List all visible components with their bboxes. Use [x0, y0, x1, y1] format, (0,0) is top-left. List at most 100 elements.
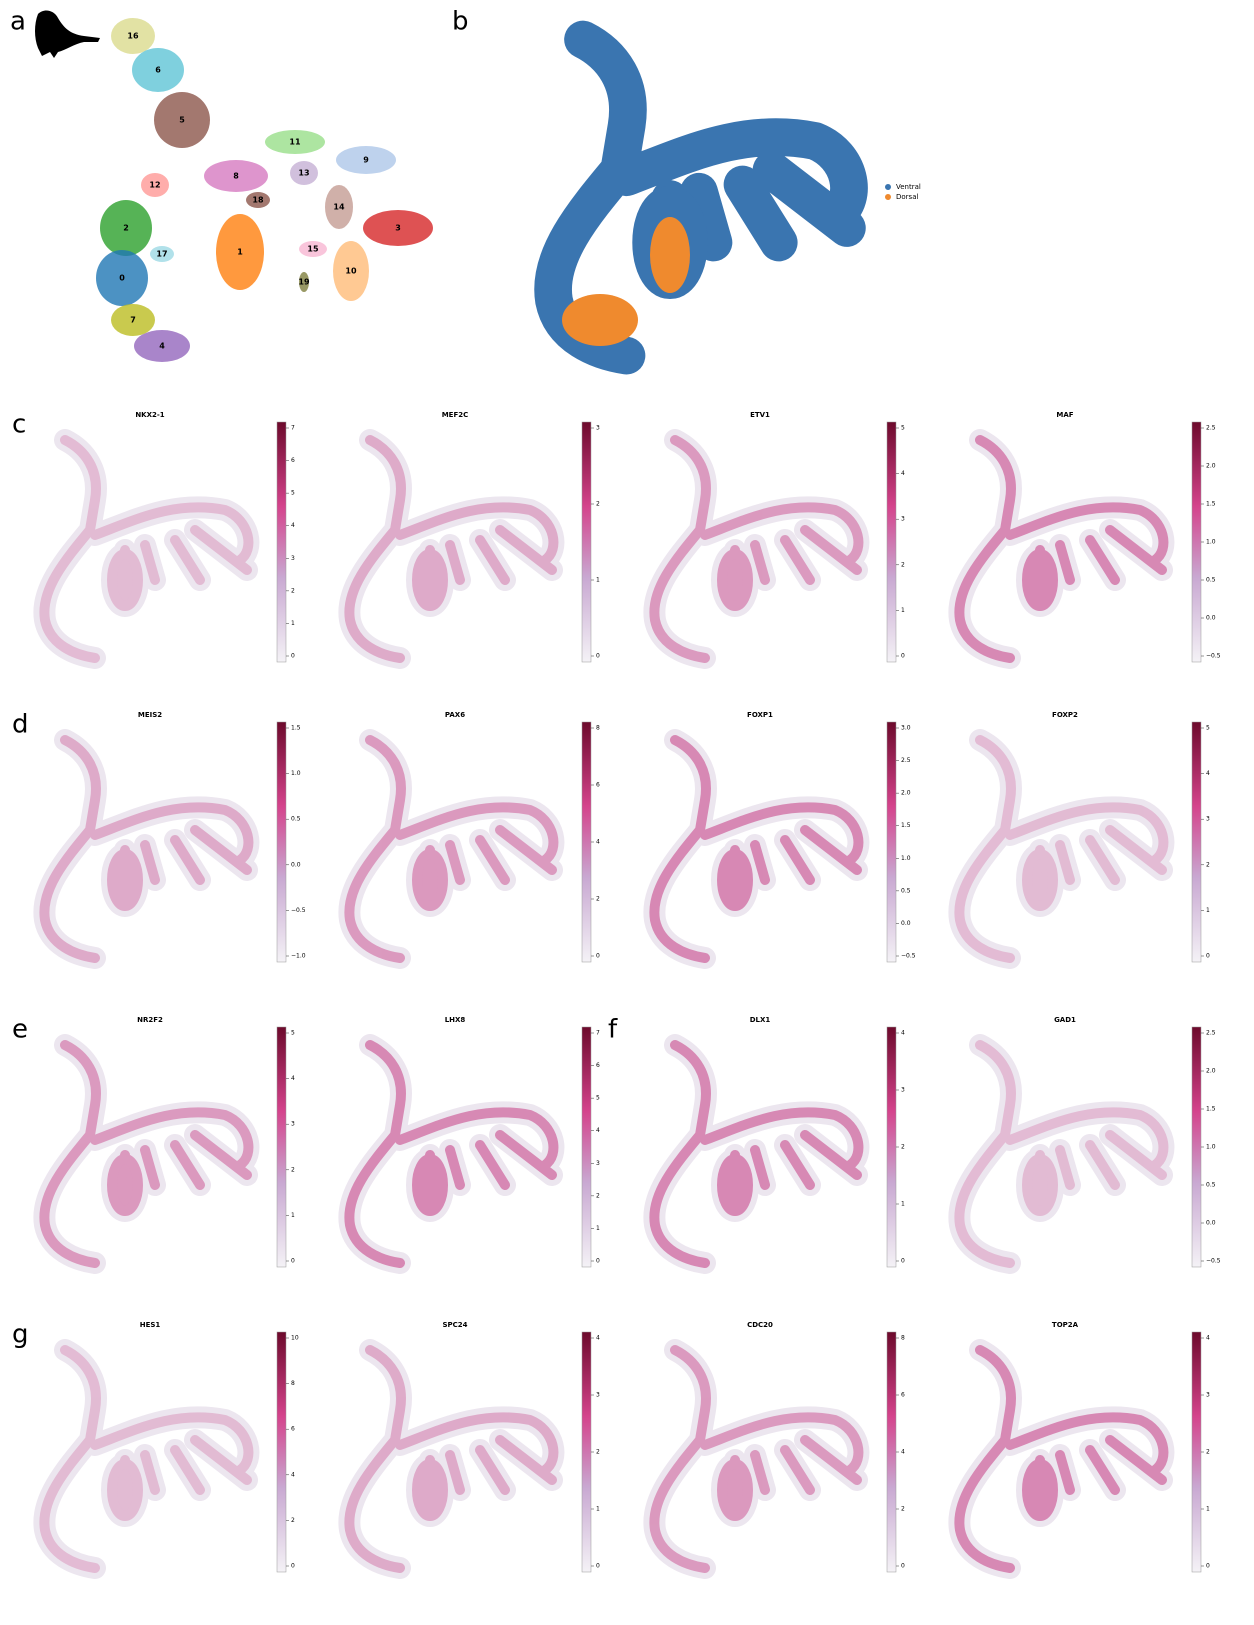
colorbar-tick-label: 4 [901, 1030, 905, 1037]
colorbar-tick-label: 5 [596, 1095, 600, 1102]
colorbar [887, 1027, 896, 1267]
cluster-label: 4 [159, 342, 165, 351]
colorbar-tick-label: 1 [291, 1212, 295, 1219]
gene-title: TOP2A [1052, 1321, 1079, 1329]
colorbar [582, 1027, 591, 1267]
umap-shape [349, 1350, 553, 1568]
umap-shape [654, 1045, 858, 1263]
gene-title: HES1 [140, 1321, 161, 1329]
gene-title: GAD1 [1054, 1016, 1076, 1024]
umap-shape [654, 740, 858, 958]
dorsal-region [650, 217, 690, 293]
colorbar-tick-label: 8 [901, 1335, 905, 1342]
expression-overlay [654, 1350, 858, 1568]
colorbar-tick-label: 6 [596, 782, 600, 789]
colorbar-tick-label: 0.5 [901, 887, 911, 894]
cluster-label: 1 [237, 248, 243, 257]
colorbar-tick-label: 1.5 [1206, 1106, 1216, 1113]
colorbar-tick-label: 2 [596, 1192, 600, 1199]
gene-title: PAX6 [445, 711, 465, 719]
umap-shape [959, 1045, 1163, 1263]
gene-title: NR2F2 [137, 1016, 163, 1024]
cluster-label: 16 [127, 32, 139, 41]
colorbar-tick-label: 3 [596, 425, 600, 432]
umap-shape [44, 1045, 248, 1263]
gene-title: DLX1 [750, 1016, 771, 1024]
cluster-label: 14 [333, 203, 345, 212]
expression-overlay [959, 440, 1163, 658]
umap-shape [44, 740, 248, 958]
panel-label: f [608, 1015, 618, 1045]
panel-label: b [452, 7, 469, 37]
colorbar-tick-label: 5 [901, 425, 905, 432]
expression-overlay [349, 1350, 553, 1568]
colorbar-tick-label: 3 [901, 516, 905, 523]
gene-title: MEIS2 [138, 711, 162, 719]
colorbar [887, 1332, 896, 1572]
panel-label: c [12, 410, 26, 440]
colorbar-tick-label: 2.0 [1206, 1068, 1216, 1075]
expression-overlay [959, 1350, 1163, 1568]
colorbar-tick-label: 2.5 [1206, 1030, 1216, 1037]
expression-overlay [654, 740, 858, 958]
colorbar-tick-label: 0 [291, 1258, 295, 1265]
colorbar-tick-label: 3 [1206, 816, 1210, 823]
cluster-label: 2 [123, 224, 129, 233]
dorsal-region [562, 294, 638, 346]
colorbar-tick-label: 2.5 [901, 757, 911, 764]
colorbar-tick-label: 2 [291, 1166, 295, 1173]
colorbar-tick-label: 2 [291, 587, 295, 594]
panel-label: e [12, 1015, 28, 1045]
colorbar-tick-label: −0.5 [1206, 653, 1221, 660]
colorbar [887, 422, 896, 662]
colorbar-tick-label: 1.0 [1206, 539, 1216, 546]
colorbar [582, 722, 591, 962]
colorbar-tick-label: 0 [596, 1563, 600, 1570]
cluster-label: 18 [252, 196, 264, 205]
colorbar-tick-label: 2 [901, 561, 905, 568]
umap-shape [959, 1350, 1163, 1568]
colorbar-tick-label: 4 [1206, 1335, 1210, 1342]
colorbar-tick-label: 4 [291, 522, 295, 529]
colorbar-tick-label: 4 [596, 1127, 600, 1134]
figure: a166511981312181432171150101974bVentralD… [0, 0, 1254, 1621]
ferret-icon [35, 11, 100, 58]
colorbar-tick-label: 4 [901, 470, 905, 477]
umap-shape [44, 1350, 248, 1568]
cluster-label: 19 [298, 278, 310, 287]
umap-shape [349, 1045, 553, 1263]
colorbar-tick-label: 0.0 [1206, 1220, 1216, 1227]
colorbar-tick-label: 2 [596, 1449, 600, 1456]
colorbar-tick-label: 1.5 [291, 725, 301, 732]
colorbar-tick-label: 6 [596, 1062, 600, 1069]
umap-shape [44, 440, 248, 658]
expression-overlay [654, 440, 858, 658]
expression-overlay [349, 440, 553, 658]
colorbar-tick-label: 2 [901, 1144, 905, 1151]
expression-overlay [959, 1045, 1163, 1263]
colorbar-tick-label: 6 [901, 1392, 905, 1399]
colorbar-tick-label: 1 [1206, 907, 1210, 914]
colorbar-tick-label: 3 [596, 1392, 600, 1399]
colorbar [1192, 422, 1201, 662]
colorbar-tick-label: 0 [901, 1563, 905, 1570]
gene-title: ETV1 [750, 411, 770, 419]
colorbar-tick-label: 0 [1206, 1563, 1210, 1570]
gene-title: CDC20 [747, 1321, 773, 1329]
expression-overlay [959, 740, 1163, 958]
colorbar-tick-label: 0 [901, 653, 905, 660]
expression-overlay [44, 1350, 248, 1568]
gene-title: LHX8 [445, 1016, 466, 1024]
colorbar [1192, 1332, 1201, 1572]
colorbar-tick-label: 1 [596, 1225, 600, 1232]
colorbar-tick-label: 2.0 [1206, 463, 1216, 470]
legend-label: Dorsal [896, 193, 918, 201]
umap-shape [654, 1350, 858, 1568]
colorbar-tick-label: 4 [291, 1471, 295, 1478]
umap-shape [349, 440, 553, 658]
legend-marker [885, 194, 891, 200]
gene-title: NKX2-1 [135, 411, 164, 419]
colorbar [277, 1332, 286, 1572]
colorbar-tick-label: 3.0 [901, 725, 911, 732]
colorbar-tick-label: 0 [596, 1258, 600, 1265]
